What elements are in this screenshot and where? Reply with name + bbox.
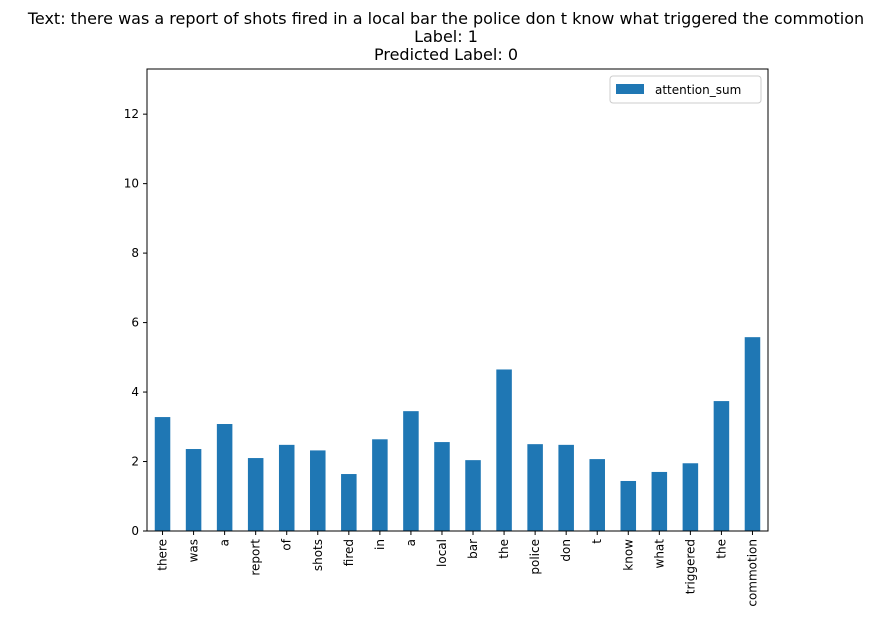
y-tick-label: 0	[131, 524, 139, 538]
x-tick-label: was	[187, 539, 201, 562]
bar	[620, 480, 637, 531]
bar	[527, 444, 543, 531]
x-tick-label: of	[280, 538, 294, 550]
bar	[247, 458, 264, 531]
chart-title: Text: there was a report of shots fired …	[27, 9, 864, 64]
bar	[434, 442, 450, 531]
x-tick-label: know	[621, 539, 635, 571]
bar	[558, 444, 574, 531]
bar	[651, 471, 668, 531]
title-line: Text: there was a report of shots fired …	[27, 9, 864, 28]
x-tick-label: the	[714, 539, 728, 559]
x-tick-label: bar	[466, 539, 480, 559]
x-tick-label: report	[249, 539, 263, 576]
title-line: Label: 1	[414, 27, 478, 46]
x-tick-label: there	[156, 539, 170, 571]
bar	[744, 337, 761, 531]
bar	[185, 449, 202, 531]
bar	[682, 463, 699, 531]
y-tick-label: 12	[124, 107, 139, 121]
y-tick-label: 6	[131, 316, 139, 330]
bar	[278, 444, 295, 531]
legend: attention_sum	[609, 75, 762, 104]
x-tick-label: local	[435, 539, 449, 567]
x-tick-label: police	[528, 539, 542, 575]
x-tick-label: don	[559, 539, 573, 562]
x-tick-label: fired	[342, 539, 356, 566]
y-axis: 0 2 4 6 8 10 12	[124, 107, 147, 538]
plot-frame	[146, 68, 769, 532]
bars	[154, 337, 761, 531]
bar	[496, 369, 512, 531]
bar	[216, 424, 233, 531]
x-tick-label: a	[218, 539, 232, 546]
bar	[372, 439, 388, 531]
x-axis: there was a report of shots fired in a local bar th…	[156, 531, 759, 607]
x-tick-label: shots	[311, 539, 325, 571]
y-tick-label: 10	[124, 177, 139, 191]
x-tick-label: in	[373, 539, 387, 550]
bar	[154, 417, 171, 531]
bar	[589, 459, 605, 531]
bar	[310, 450, 326, 531]
y-tick-label: 4	[131, 385, 139, 399]
x-tick-label: commotion	[745, 539, 759, 607]
bar	[341, 474, 357, 531]
bar	[713, 401, 730, 531]
legend-swatch	[616, 84, 644, 94]
y-tick-label: 8	[131, 246, 139, 260]
y-tick-label: 2	[131, 455, 139, 469]
title-line: Predicted Label: 0	[374, 45, 518, 64]
legend-box	[609, 75, 762, 104]
legend-label: attention_sum	[655, 83, 741, 97]
bar	[403, 411, 419, 531]
bar	[465, 460, 481, 531]
x-tick-label: what	[652, 539, 666, 569]
x-tick-label: triggered	[683, 539, 697, 594]
x-tick-label: a	[404, 539, 418, 546]
x-tick-label: the	[497, 539, 511, 559]
x-tick-label: t	[590, 539, 604, 544]
